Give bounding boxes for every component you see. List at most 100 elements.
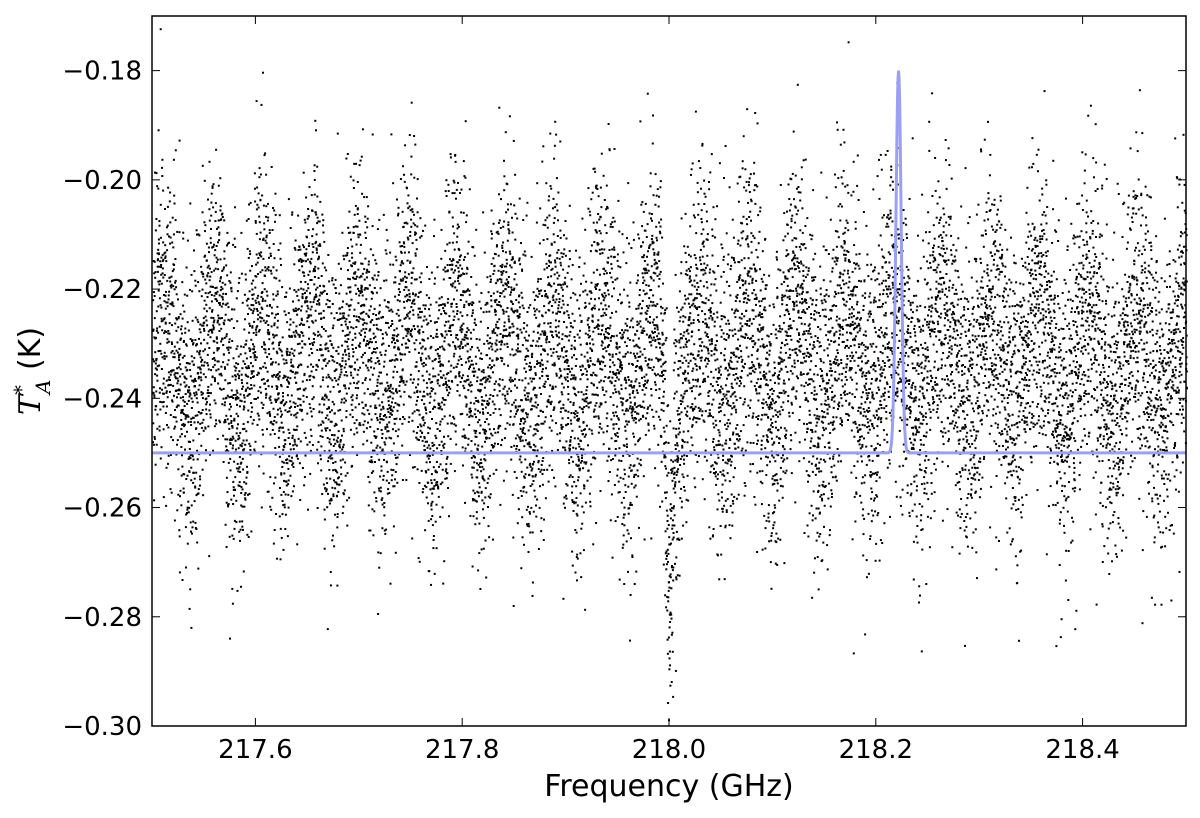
data-point: [237, 484, 240, 487]
data-point: [220, 365, 223, 368]
data-point: [576, 504, 579, 507]
data-point: [514, 399, 517, 402]
data-point: [233, 419, 236, 422]
data-point: [256, 308, 258, 311]
data-point: [313, 267, 316, 270]
data-point: [403, 245, 406, 248]
data-point: [196, 414, 199, 417]
data-point: [573, 480, 576, 483]
data-point: [384, 443, 387, 446]
data-point: [325, 395, 328, 398]
data-point: [261, 282, 264, 285]
data-point: [363, 338, 365, 341]
data-point: [284, 439, 287, 442]
data-point: [419, 217, 422, 220]
data-point: [273, 276, 276, 279]
data-point: [452, 179, 455, 182]
data-point: [269, 252, 272, 255]
data-point: [366, 388, 369, 391]
data-point: [179, 368, 182, 371]
data-point: [196, 458, 199, 461]
data-point: [498, 408, 501, 411]
data-point: [412, 313, 415, 316]
data-point: [207, 395, 210, 398]
data-point: [454, 269, 456, 272]
data-point: [517, 347, 519, 350]
data-point: [308, 242, 311, 245]
data-point: [315, 288, 317, 291]
data-point: [348, 496, 351, 499]
data-point: [565, 483, 568, 485]
data-point: [453, 344, 456, 347]
data-point: [321, 435, 324, 438]
data-point: [327, 492, 329, 495]
data-point: [333, 412, 336, 415]
data-point: [193, 394, 196, 397]
data-point: [477, 444, 480, 447]
data-point: [482, 412, 485, 415]
data-point: [358, 403, 361, 406]
data-point: [245, 219, 248, 222]
data-point: [258, 465, 261, 468]
data-point: [422, 390, 425, 393]
data-point: [447, 435, 450, 438]
data-point: [309, 374, 312, 377]
data-point: [443, 348, 446, 351]
data-point: [454, 280, 457, 283]
data-point: [310, 257, 313, 260]
data-point: [265, 173, 268, 176]
data-point: [354, 284, 357, 287]
data-point: [331, 486, 334, 489]
data-point: [551, 449, 554, 452]
data-point: [257, 257, 260, 259]
data-point: [328, 468, 331, 471]
data-point: [488, 428, 491, 431]
data-point: [435, 484, 437, 487]
data-point: [184, 448, 186, 451]
data-point: [537, 468, 540, 471]
data-point: [535, 515, 538, 518]
data-point: [311, 398, 314, 401]
data-point: [253, 307, 256, 310]
data-point: [502, 284, 505, 287]
data-point: [535, 455, 538, 458]
data-point: [418, 276, 421, 279]
data-point: [435, 332, 438, 335]
data-point: [239, 431, 242, 434]
data-point: [347, 358, 350, 361]
data-point: [431, 500, 434, 503]
data-point: [287, 198, 290, 201]
data-point: [535, 344, 537, 347]
data-point: [361, 128, 364, 131]
data-point: [425, 461, 428, 464]
data-point: [243, 448, 246, 451]
data-point: [174, 375, 177, 378]
data-point: [332, 462, 335, 464]
data-point: [463, 291, 466, 294]
data-point: [312, 332, 315, 335]
data-point: [470, 363, 473, 366]
data-point: [174, 279, 177, 282]
data-point: [339, 459, 342, 462]
data-point: [523, 389, 526, 392]
data-point: [219, 387, 221, 390]
data-point: [554, 385, 557, 388]
data-point: [250, 410, 253, 413]
data-point: [543, 322, 546, 325]
data-point: [343, 374, 346, 377]
data-point: [255, 100, 258, 103]
data-point: [278, 344, 280, 347]
data-point: [220, 317, 223, 319]
data-point: [530, 380, 533, 383]
data-point: [214, 359, 217, 362]
data-point: [240, 400, 243, 403]
data-point: [450, 260, 453, 263]
data-point: [431, 380, 434, 383]
data-point: [168, 390, 171, 393]
data-point: [169, 414, 172, 416]
data-point: [382, 337, 384, 340]
data-point: [470, 450, 473, 453]
data-point: [326, 414, 329, 417]
data-point: [296, 411, 299, 414]
data-point: [525, 491, 528, 494]
